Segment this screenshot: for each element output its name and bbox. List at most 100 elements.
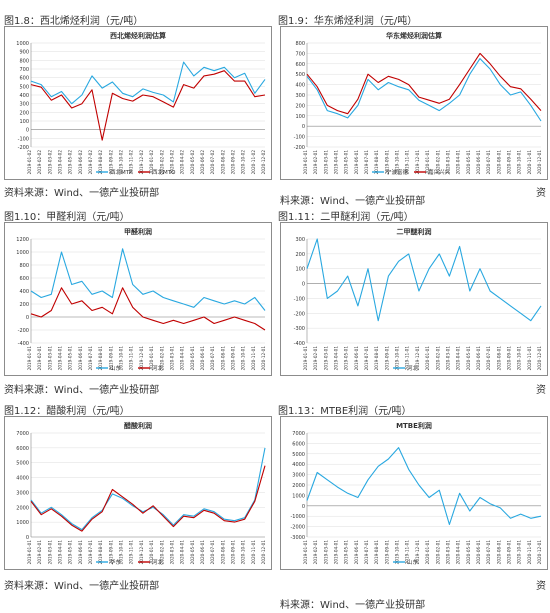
x-tick-label: 2020-12-01 (537, 150, 542, 175)
x-tick-label: 2020-11-01 (527, 346, 532, 371)
y-tick-label: -2000 (290, 525, 305, 531)
x-tick-label: 2020-07-01 (210, 346, 215, 371)
x-tick-label: 2020-10-01 (517, 346, 522, 371)
y-tick-label: 1000 (16, 41, 29, 47)
y-tick-label: 1000 (16, 250, 29, 256)
x-tick-label: 2019-01-01 (303, 346, 308, 371)
source-note-1-13: 料来源：Wind、一德产业投研部 (280, 600, 426, 611)
x-tick-label: 2019-05-01 (68, 346, 73, 371)
series-line-1 (30, 61, 266, 105)
y-tick-label: 1200 (16, 237, 29, 243)
x-tick-label: 2020-02-01 (435, 346, 440, 371)
x-tick-label: 2020-08-02 (220, 150, 225, 175)
x-tick-label: 2020-11-02 (251, 150, 256, 175)
y-tick-label: 6000 (16, 446, 29, 452)
y-tick-label: 700 (295, 51, 305, 57)
x-tick-label: 2020-05-01 (466, 346, 471, 371)
x-tick-label: 2019-04-01 (58, 540, 63, 565)
x-tick-label: 2019-02-01 (313, 346, 318, 371)
x-tick-label: 2019-08-01 (98, 540, 103, 565)
y-tick-label: 5000 (292, 452, 305, 458)
y-tick-label: 100 (295, 114, 305, 120)
y-tick-label: 1000 (16, 520, 29, 526)
y-tick-label: 900 (19, 50, 29, 56)
x-tick-label: 2019-02-01 (313, 150, 318, 175)
y-tick-label: 100 (295, 267, 305, 273)
y-tick-label: 0 (302, 282, 305, 288)
x-tick-label: 2019-07-01 (88, 346, 93, 371)
x-tick-label: 2020-07-01 (486, 150, 491, 175)
x-tick-label: 2020-04-01 (456, 150, 461, 175)
legend-label: 山东 (407, 558, 419, 566)
x-tick-label: 2019-10-01 (119, 540, 124, 565)
x-tick-label: 2019-02-01 (313, 540, 318, 565)
chart-northwest-olefin: 西北烯烃利润估算 -200 -100 0 100 200 300 400 500 600 700 80… (16, 31, 266, 176)
y-tick-label: -3000 (290, 535, 305, 541)
x-tick-label: 2019-03-01 (323, 346, 328, 371)
x-tick-label: 2019-05-01 (344, 346, 349, 371)
y-tick-label: 400 (19, 93, 29, 99)
x-tick-label: 2019-09-01 (384, 150, 389, 175)
y-tick-label: -400 (18, 341, 29, 347)
x-tick-label: 2019-10-01 (395, 346, 400, 371)
x-tick-label: 2019-05-01 (344, 540, 349, 565)
x-tick-label: 2020-05-01 (466, 540, 471, 565)
x-tick-label: 2019-05-01 (68, 540, 73, 565)
x-tick-label: 2020-01-01 (425, 346, 430, 371)
x-tick-label: 2020-02-01 (159, 540, 164, 565)
chart-panel-acetic-acid: 醋酸利润 0 1000 2000 3000 4000 5000 6000 7000 2019-01… (4, 416, 272, 570)
x-tick-label: 2020-10-01 (241, 540, 246, 565)
y-tick-label: 400 (19, 289, 29, 295)
x-tick-label: 2019-08-01 (374, 150, 379, 175)
x-tick-label: 2019-11-02 (129, 150, 134, 175)
x-tick-label: 2020-03-01 (169, 540, 174, 565)
legend-label: 西北MTP (110, 168, 133, 176)
source-note-1-10: 资料来源：Wind、一德产业投研部 (4, 385, 160, 396)
source-note-fragment-1: 资 (536, 188, 546, 199)
x-tick-label: 2020-11-01 (527, 540, 532, 565)
x-tick-label: 2020-03-01 (169, 346, 174, 371)
y-tick-label: -400 (294, 341, 305, 347)
x-tick-label: 2019-10-01 (119, 346, 124, 371)
x-tick-label: 2019-07-01 (88, 540, 93, 565)
x-tick-label: 2019-02-01 (37, 540, 42, 565)
legend-label: 河北 (407, 364, 419, 372)
x-tick-label: 2020-06-02 (200, 150, 205, 175)
figure-caption-1-11: 图1.11：二甲醚利润（元/吨） (278, 212, 414, 223)
y-tick-label: 0 (26, 128, 29, 134)
x-tick-label: 2019-06-01 (78, 346, 83, 371)
y-tick-label: 600 (19, 76, 29, 82)
y-tick-label: 300 (19, 102, 29, 108)
y-tick-label: 700 (19, 67, 29, 73)
x-tick-label: 2019-06-01 (354, 540, 359, 565)
x-tick-label: 2019-12-01 (139, 540, 144, 565)
y-tick-label: -100 (294, 135, 305, 141)
source-note-fragment-3: 资 (536, 581, 546, 592)
x-tick-label: 2019-01-01 (303, 150, 308, 175)
x-tick-label: 2020-05-01 (466, 150, 471, 175)
x-tick-label: 2020-09-01 (506, 150, 511, 175)
x-tick-label: 2020-06-01 (476, 150, 481, 175)
chart-dimethyl-ether: 二甲醚利润 -400 -300 -200 -100 0 100 200 300 2019-01-0… (294, 227, 542, 372)
x-tick-label: 2020-02-02 (159, 150, 164, 175)
y-tick-label: 3000 (292, 473, 305, 479)
x-tick-label: 2019-11-01 (129, 346, 134, 371)
chart-panel-mtbe: MTBE利润 -3000 -2000 -1000 0 1000 2000 3000 4000 50… (280, 416, 548, 570)
y-tick-label: 200 (19, 110, 29, 116)
y-tick-label: 4000 (292, 462, 305, 468)
x-tick-label: 2020-12-01 (261, 346, 266, 371)
x-tick-label: 2019-11-01 (405, 346, 410, 371)
x-tick-label: 2019-12-01 (415, 540, 420, 565)
x-tick-label: 2020-04-01 (180, 540, 185, 565)
y-tick-label: -200 (18, 145, 29, 151)
figure-caption-1-8: 图1.8：西北烯烃利润（元/吨） (4, 16, 144, 27)
chart-title: 甲醛利润 (124, 227, 152, 236)
x-tick-label: 2019-03-01 (323, 540, 328, 565)
x-tick-label: 2019-01-01 (27, 346, 32, 371)
y-tick-label: 800 (19, 263, 29, 269)
y-tick-label: 1000 (292, 493, 305, 499)
series-line-1 (30, 248, 266, 311)
y-tick-label: -200 (294, 145, 305, 151)
series-line-2 (30, 465, 266, 532)
x-tick-label: 2019-12-01 (139, 346, 144, 371)
